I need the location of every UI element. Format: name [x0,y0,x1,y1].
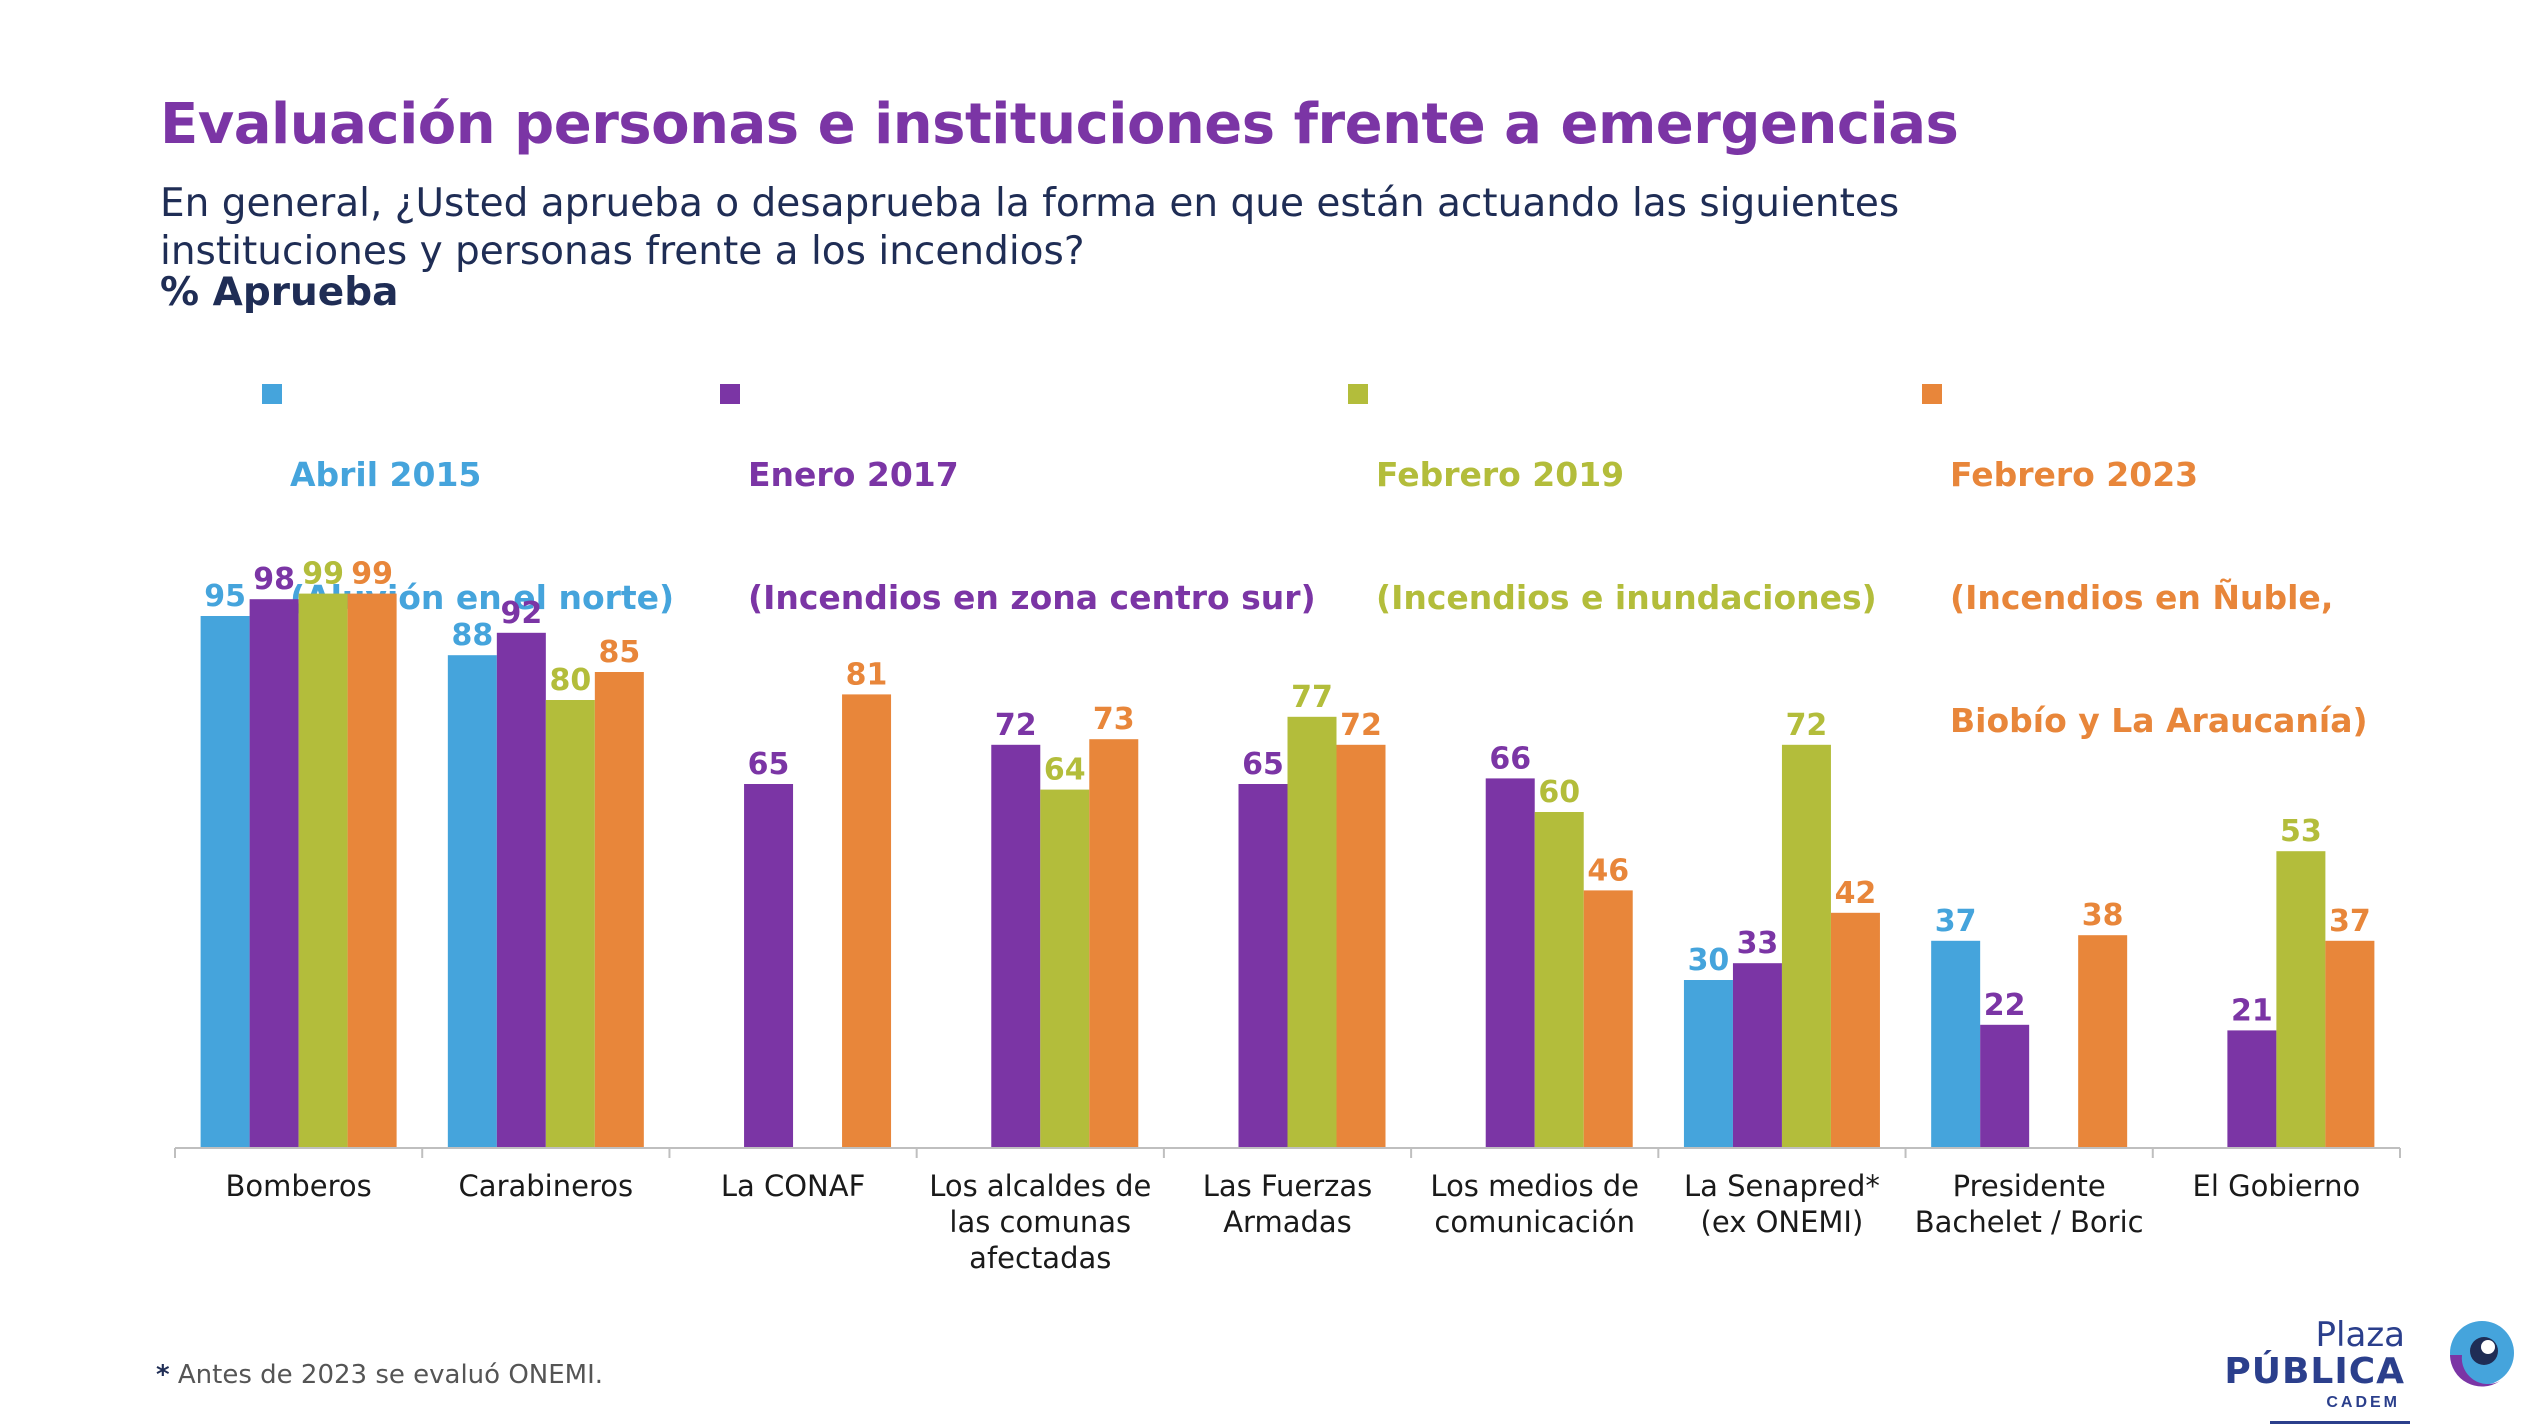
legend-label: Febrero 2023 [1950,455,2199,494]
bar [1534,812,1584,1148]
data-label: 37 [2329,904,2371,939]
legend-label: Abril 2015 [290,455,482,494]
data-label: 80 [549,663,591,698]
data-label: 60 [1538,775,1580,810]
legend-swatch [1348,384,1368,404]
data-label: 53 [2280,814,2322,849]
category-label: La Senapred* (ex ONEMI) [1684,1169,1880,1239]
category-label: Presidente Bachelet / Boric [1915,1169,2144,1239]
legend-sublabel: (Incendios en Ñuble, [1950,578,2334,617]
bar [1089,739,1139,1148]
bar [1683,980,1733,1148]
bar [991,744,1041,1148]
data-label: 98 [253,562,295,597]
data-label: 46 [1587,853,1629,888]
legend-sublabel: (Incendios en zona centro sur) [748,578,1316,617]
bar [1336,744,1386,1148]
bar [1583,890,1633,1148]
legend-sublabel-2: Biobío y La Araucanía) [1950,701,2368,740]
plaza-publica-cadem-logo: Plaza PÚBLICA CADEM [2224,1315,2530,1424]
legend-swatch [262,384,282,404]
bar [249,599,299,1148]
category-label: Los alcaldes de las comunas afectadas [929,1169,1151,1275]
bar [1485,778,1535,1148]
data-label: 81 [846,657,888,692]
legend-label: Enero 2017 [748,455,959,494]
legend-sublabel: (Incendios e inundaciones) [1376,578,1877,617]
data-label: 85 [598,635,640,670]
bar [200,616,250,1148]
legend-swatch [1922,384,1942,404]
bar [2276,851,2326,1148]
data-label: 95 [204,579,246,614]
data-label: 99 [351,557,393,592]
bar [1287,716,1337,1148]
data-label: 64 [1044,753,1086,788]
data-label: 92 [500,596,542,631]
data-label: 99 [302,557,344,592]
bar [298,593,348,1148]
data-label: 65 [748,747,790,782]
data-label: 77 [1291,680,1333,715]
logo-swirl-icon [2450,1321,2514,1387]
bar [1781,744,1831,1148]
legend-label: Febrero 2019 [1376,455,1625,494]
bar [2227,1030,2277,1148]
category-label: La CONAF [721,1169,865,1203]
logo-text-plaza: Plaza [2315,1315,2405,1355]
bar [2078,935,2128,1148]
data-label: 42 [1835,876,1877,911]
bar [594,672,644,1148]
survey-question: En general, ¿Usted aprueba o desaprueba … [160,181,1900,274]
data-label: 72 [1786,708,1828,743]
data-label: 72 [1340,708,1382,743]
data-label: 66 [1489,741,1531,776]
bar [1238,784,1288,1148]
data-label: 21 [2231,993,2273,1028]
bar [744,784,794,1148]
category-label: Carabineros [459,1169,634,1203]
data-label: 22 [1984,988,2026,1023]
legend-swatch [720,384,740,404]
data-label: 88 [451,618,493,653]
footnote-mark: * [156,1360,170,1390]
category-label: Las Fuerzas Armadas [1203,1169,1373,1239]
bar [2325,940,2375,1148]
bar [496,632,546,1148]
logo-text-cadem: CADEM [2326,1394,2400,1411]
logo-text-publica: PÚBLICA [2224,1351,2405,1392]
footnote-text: Antes de 2023 se evaluó ONEMI. [169,1360,604,1390]
data-label: 72 [995,708,1037,743]
data-label: 30 [1688,943,1730,978]
data-label: 73 [1093,702,1135,737]
bar [545,700,595,1148]
logo-underline [2270,1421,2410,1424]
data-label: 33 [1737,926,1779,961]
bar [842,694,892,1148]
category-label: Los medios de comunicación [1430,1169,1639,1239]
bar [347,593,397,1148]
category-label: El Gobierno [2193,1169,2361,1203]
data-label: 65 [1242,747,1284,782]
bar [447,655,497,1148]
unit-label: % Aprueba [160,270,399,315]
data-label: 38 [2082,898,2124,933]
chart-title: Evaluación personas e instituciones fren… [160,92,1959,157]
footnote: * Antes de 2023 se evaluó ONEMI. [156,1360,603,1390]
bar [1040,789,1090,1148]
bar [1980,1024,2030,1148]
bar [1732,963,1782,1148]
bar [1931,940,1981,1148]
bar [1830,912,1880,1148]
data-label: 37 [1935,904,1977,939]
category-label: Bomberos [225,1169,371,1203]
